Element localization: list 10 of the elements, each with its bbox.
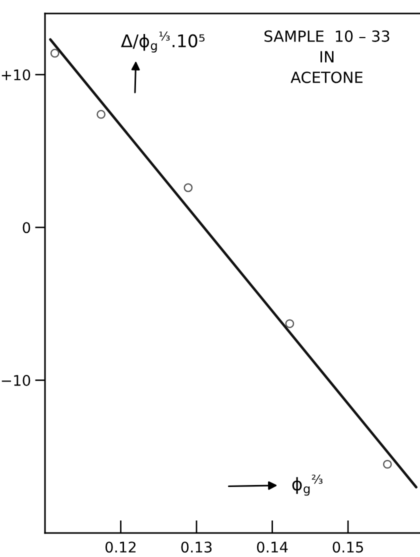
x-tick-label: 0.13	[181, 542, 212, 553]
annotation: SAMPLE 10 – 33 IN ACETONE	[264, 30, 390, 84]
y-tick-label: 0	[22, 222, 30, 234]
y-tick-label: +10	[2, 69, 30, 80]
y-axis-title: Δ/ϕ$_{g}$$^{⅓}$.10⁵	[120, 31, 205, 53]
x-tick-label: 0.15	[332, 542, 363, 553]
y-tick-label: −10	[2, 374, 30, 386]
x-tick-label: 0.14	[257, 542, 288, 553]
x-axis-title: ϕ$_{g}$$^{⅔}$	[292, 474, 322, 496]
x-tick-label: 0.12	[105, 542, 136, 553]
